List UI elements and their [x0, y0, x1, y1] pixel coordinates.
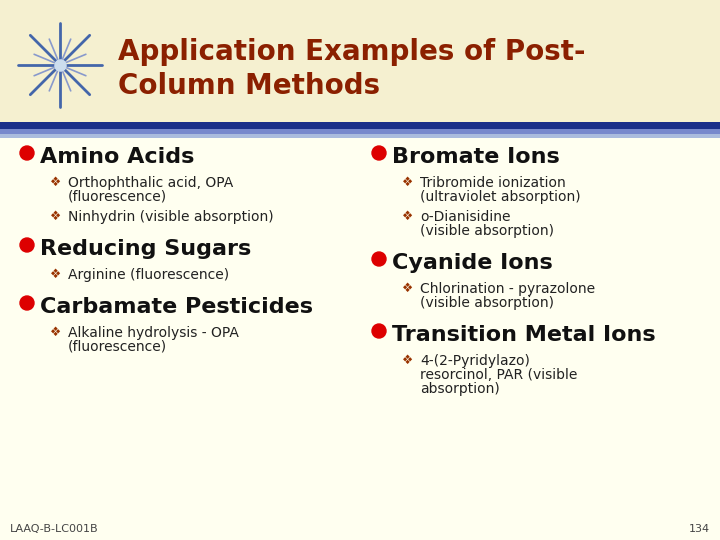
Text: ❖: ❖ [50, 268, 61, 281]
Text: Tribromide ionization: Tribromide ionization [420, 176, 566, 190]
Text: Cyanide Ions: Cyanide Ions [392, 253, 553, 273]
Text: (fluorescence): (fluorescence) [68, 340, 167, 354]
Text: ❖: ❖ [402, 282, 413, 295]
Circle shape [20, 296, 34, 310]
Text: (visible absorption): (visible absorption) [420, 224, 554, 238]
Text: ❖: ❖ [50, 210, 61, 223]
Bar [0, 122, 720, 129]
Bar [0, 134, 720, 138]
Text: (fluorescence): (fluorescence) [68, 190, 167, 204]
Text: Chlorination - pyrazolone: Chlorination - pyrazolone [420, 282, 595, 296]
Text: ❖: ❖ [402, 354, 413, 367]
Text: resorcinol, PAR (visible: resorcinol, PAR (visible [420, 368, 577, 382]
Text: LAAQ-B-LC001B: LAAQ-B-LC001B [10, 524, 99, 534]
Text: Application Examples of Post-: Application Examples of Post- [118, 38, 585, 66]
Circle shape [20, 146, 34, 160]
Text: Transition Metal Ions: Transition Metal Ions [392, 325, 656, 345]
Text: ❖: ❖ [50, 176, 61, 189]
Text: Arginine (fluorescence): Arginine (fluorescence) [68, 268, 229, 282]
Text: 4-(2-Pyridylazo): 4-(2-Pyridylazo) [420, 354, 530, 368]
Circle shape [20, 238, 34, 252]
Circle shape [372, 252, 386, 266]
Text: 134: 134 [689, 524, 710, 534]
Text: Ninhydrin (visible absorption): Ninhydrin (visible absorption) [68, 210, 274, 224]
Text: absorption): absorption) [420, 382, 500, 396]
Bar [0, 129, 720, 134]
Bar [0, 0, 720, 122]
Text: ❖: ❖ [402, 176, 413, 189]
Text: Orthophthalic acid, OPA: Orthophthalic acid, OPA [68, 176, 233, 190]
Text: Carbamate Pesticides: Carbamate Pesticides [40, 297, 313, 317]
Text: Bromate Ions: Bromate Ions [392, 147, 559, 167]
Text: ❖: ❖ [402, 210, 413, 223]
Text: (visible absorption): (visible absorption) [420, 296, 554, 310]
Text: Reducing Sugars: Reducing Sugars [40, 239, 251, 259]
Circle shape [372, 146, 386, 160]
Text: Alkaline hydrolysis - OPA: Alkaline hydrolysis - OPA [68, 326, 239, 340]
Text: Column Methods: Column Methods [118, 72, 380, 100]
Text: ❖: ❖ [50, 326, 61, 339]
Text: Amino Acids: Amino Acids [40, 147, 194, 167]
Text: o-Dianisidine: o-Dianisidine [420, 210, 510, 224]
Text: (ultraviolet absorption): (ultraviolet absorption) [420, 190, 580, 204]
Circle shape [372, 324, 386, 338]
